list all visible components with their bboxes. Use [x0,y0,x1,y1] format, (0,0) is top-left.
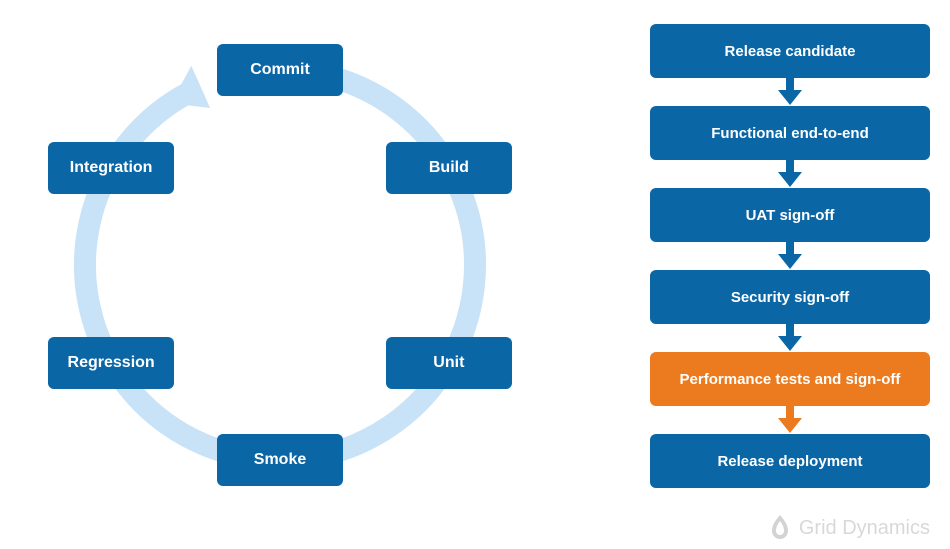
cycle-node-commit: Commit [217,44,343,96]
chevron-down-icon [775,160,805,188]
pipeline-stage-label: Functional end-to-end [711,125,868,142]
pipeline-stage-label: Security sign-off [731,289,849,306]
pipeline-stage-rc: Release candidate [650,24,930,78]
chevron-down-icon [775,324,805,352]
chevron-down-icon [775,406,805,434]
pipeline-stage-deploy: Release deployment [650,434,930,488]
cycle-node-label: Integration [70,159,153,177]
cycle-diagram: Commit Build Unit Smoke Regression Integratio… [0,0,560,549]
pipeline-arrow [650,406,930,434]
flame-icon [769,515,791,541]
cycle-node-integration: Integration [48,142,174,194]
cycle-node-label: Build [429,159,469,177]
pipeline-arrow [650,242,930,270]
cycle-node-regression: Regression [48,337,174,389]
pipeline-stage-sec: Security sign-off [650,270,930,324]
watermark-text: Grid Dynamics [799,517,930,540]
cycle-node-build: Build [386,142,512,194]
pipeline-flow: Release candidate Functional end-to-end UA… [650,24,930,488]
pipeline-stage-label: Release deployment [717,453,862,470]
cycle-node-label: Smoke [254,451,306,469]
pipeline-stage-label: Performance tests and sign-off [680,371,901,388]
pipeline-stage-perf: Performance tests and sign-off [650,352,930,406]
cycle-node-unit: Unit [386,337,512,389]
cycle-node-label: Regression [68,354,155,372]
pipeline-stage-uat: UAT sign-off [650,188,930,242]
pipeline-stage-label: Release candidate [725,43,856,60]
cycle-node-label: Commit [250,61,310,79]
chevron-down-icon [775,242,805,270]
pipeline-stage-e2e: Functional end-to-end [650,106,930,160]
pipeline-arrow [650,78,930,106]
watermark-logo: Grid Dynamics [769,515,930,541]
pipeline-arrow [650,324,930,352]
pipeline-arrow [650,160,930,188]
pipeline-stage-label: UAT sign-off [746,207,835,224]
cycle-node-smoke: Smoke [217,434,343,486]
cycle-node-label: Unit [433,354,464,372]
chevron-down-icon [775,78,805,106]
